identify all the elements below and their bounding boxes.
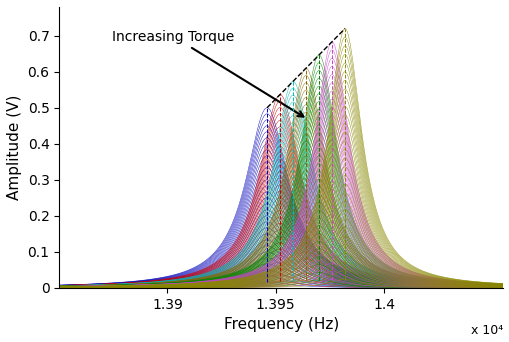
Text: x 10⁴: x 10⁴ <box>470 324 502 337</box>
Text: Increasing Torque: Increasing Torque <box>112 30 303 117</box>
Y-axis label: Amplitude (V): Amplitude (V) <box>7 95 22 200</box>
X-axis label: Frequency (Hz): Frequency (Hz) <box>223 317 338 332</box>
